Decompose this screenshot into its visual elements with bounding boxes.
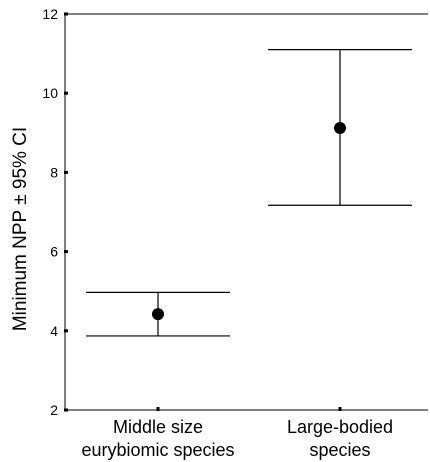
y-tick-label: 10 xyxy=(42,85,58,101)
plot-frame xyxy=(64,13,428,411)
plot-marks xyxy=(86,49,412,337)
x-axis: Middle size eurybiomic species Large-bodie… xyxy=(81,407,393,460)
x-category-label: species xyxy=(309,440,370,460)
y-tick-label: 2 xyxy=(50,402,58,418)
y-tick-label: 8 xyxy=(50,164,58,180)
mean-point xyxy=(152,308,164,321)
y-axis-title: Minimum NPP ± 95% CI xyxy=(10,127,31,331)
x-category-label: Middle size xyxy=(113,417,203,437)
x-category-label: eurybiomic species xyxy=(81,440,234,460)
y-axis: 2 4 6 8 10 12 xyxy=(42,6,68,418)
y-tick-label: 6 xyxy=(50,244,58,260)
y-tick-label: 12 xyxy=(42,6,58,22)
y-tick-label: 4 xyxy=(50,323,58,339)
x-category-label: Large-bodied xyxy=(287,417,393,437)
mean-point xyxy=(334,122,346,135)
